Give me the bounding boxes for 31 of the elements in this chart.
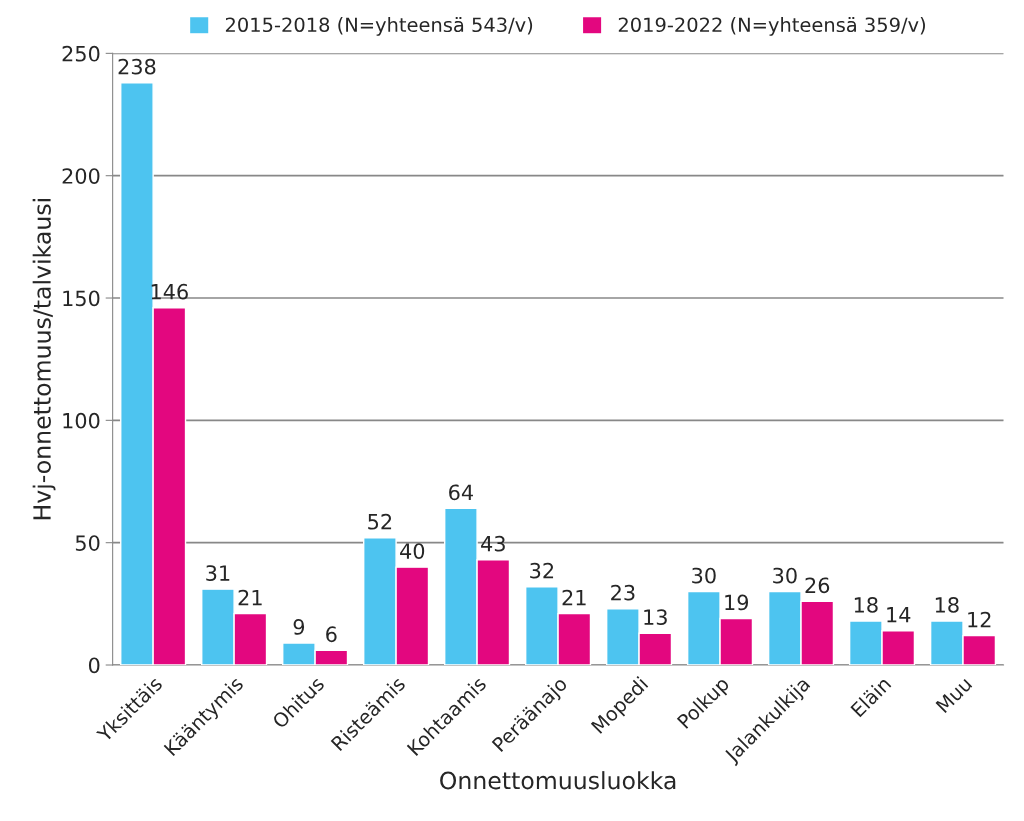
legend-label: 2015-2018 (N=yhteensä 543/v) (225, 17, 533, 36)
data-label: 52 (368, 513, 392, 530)
data-label: 18 (854, 597, 878, 613)
y-tick-label: 250 (62, 45, 100, 62)
data-label: 13 (644, 609, 667, 625)
data-label: 9 (293, 619, 305, 635)
data-label: 64 (449, 484, 473, 501)
data-label: 12 (968, 611, 991, 628)
y-tick-label: 50 (75, 535, 100, 551)
data-label: 30 (773, 567, 797, 584)
y-tick-label: 200 (62, 168, 100, 184)
data-label: 238 (118, 58, 156, 75)
data-label: 26 (805, 577, 830, 594)
y-axis-title: Hvj-onnettomuus/talvikausi (32, 199, 56, 520)
data-label: 19 (725, 594, 749, 611)
data-label: 21 (238, 589, 262, 606)
data-label: 6 (326, 626, 337, 643)
data-label: 40 (400, 543, 425, 559)
data-label: 23 (611, 584, 635, 601)
data-label: 14 (887, 607, 911, 623)
data-label: 43 (481, 535, 505, 552)
y-tick-label: 150 (63, 290, 100, 307)
data-label: 30 (692, 567, 716, 584)
y-tick-label: 0 (88, 657, 100, 674)
x-axis-title: Onnettomuusluokka (440, 771, 676, 790)
legend-label: 2019-2022 (N=yhteensä 359/v) (618, 17, 925, 36)
data-label: 18 (935, 597, 959, 613)
data-label: 32 (530, 562, 554, 579)
data-label: 31 (206, 565, 230, 581)
data-label: 21 (562, 589, 586, 606)
y-tick-label: 100 (63, 412, 100, 429)
